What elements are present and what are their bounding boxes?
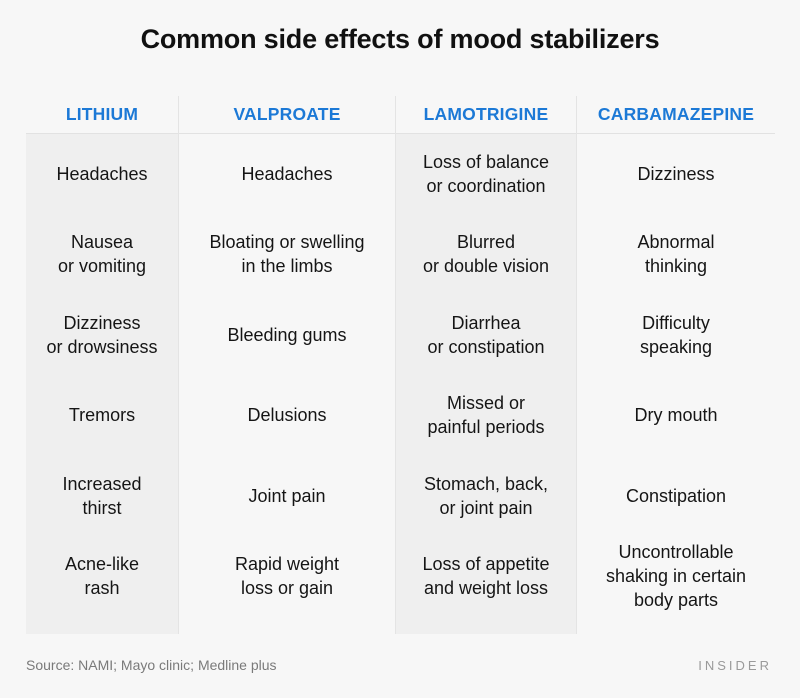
table-cell: Missed or painful periods (427, 393, 545, 437)
table-cell: Uncontrollable shaking in certain body p… (605, 542, 747, 610)
column-carbamazepine: CARBAMAZEPINE Dizziness Abnormal thinkin… (576, 96, 775, 634)
column-body: Loss of balance or coordination Blurred … (396, 134, 576, 634)
column-valproate: VALPROATE Headaches Bloating or swelling… (178, 96, 395, 634)
table-cell: Nausea or vomiting (57, 232, 147, 276)
page-title: Common side effects of mood stabilizers (140, 24, 660, 54)
insider-logo: INSIDER (698, 658, 772, 673)
column-header: LAMOTRIGINE (396, 96, 576, 134)
table-cell: Loss of balance or coordination (422, 152, 550, 196)
table-cell: Dizziness (637, 164, 715, 184)
column-body: Dizziness Abnormal thinking Difficulty s… (577, 134, 775, 634)
table-cell: Dry mouth (634, 405, 718, 425)
table-cell: Blurred or double vision (422, 232, 550, 276)
table-cell: Stomach, back, or joint pain (423, 474, 549, 518)
source-note: Source: NAMI; Mayo clinic; Medline plus (26, 657, 277, 673)
column-lithium: LITHIUM Headaches Nausea or vomiting Diz… (26, 96, 178, 634)
table-cell: Rapid weight loss or gain (234, 554, 340, 598)
table-cell: Increased thirst (62, 474, 142, 518)
table-cell: Bloating or swelling in the limbs (209, 232, 365, 276)
column-header: LITHIUM (26, 96, 178, 134)
column-lamotrigine: LAMOTRIGINE Loss of balance or coordinat… (395, 96, 576, 634)
side-effects-table: LITHIUM Headaches Nausea or vomiting Diz… (26, 96, 775, 634)
column-body: Headaches Bloating or swelling in the li… (179, 134, 395, 634)
table-cell: Diarrhea or constipation (427, 313, 545, 357)
table-cell: Headaches (56, 164, 148, 184)
table-cell: Dizziness or drowsiness (46, 313, 158, 357)
table-cell: Acne-like rash (64, 554, 140, 598)
table-cell: Delusions (247, 405, 327, 425)
table-cell: Headaches (241, 164, 333, 184)
table-cell: Tremors (68, 405, 136, 425)
column-header: VALPROATE (179, 96, 395, 134)
table-cell: Loss of appetite and weight loss (422, 554, 550, 598)
column-header: CARBAMAZEPINE (577, 96, 775, 134)
table-cell: Difficulty speaking (639, 313, 713, 357)
table-cell: Abnormal thinking (637, 232, 715, 276)
table-cell: Constipation (625, 486, 727, 506)
table-cell: Bleeding gums (227, 325, 347, 345)
table-cell: Joint pain (248, 486, 326, 506)
column-body: Headaches Nausea or vomiting Dizziness o… (26, 134, 178, 634)
